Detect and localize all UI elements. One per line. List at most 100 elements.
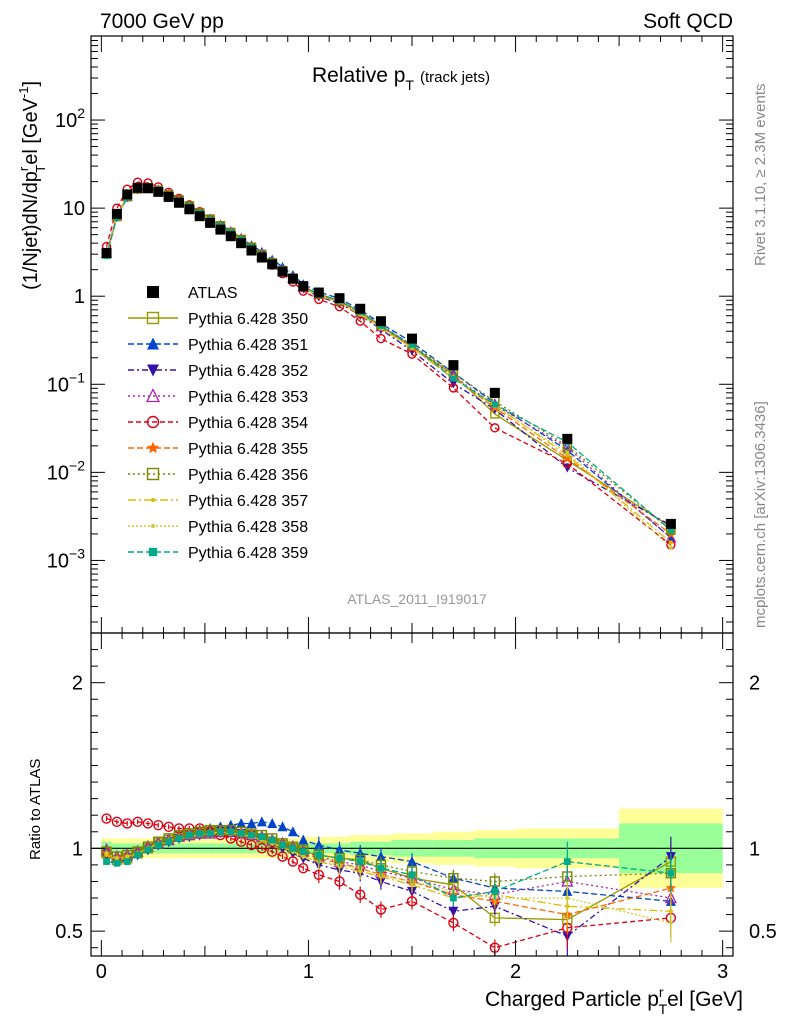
data-point [287, 273, 298, 284]
ratio-series-point [256, 843, 268, 854]
legend-label: Pythia 6.428 354 [188, 415, 308, 432]
ratio-series-point [334, 844, 345, 855]
data-point [111, 208, 122, 219]
ratio-series-point [206, 830, 214, 837]
data-point [142, 183, 153, 194]
header-right: Soft QCD [643, 10, 733, 33]
legend-label: Pythia 6.428 358 [188, 519, 308, 536]
legend-marker [151, 498, 155, 502]
ratio-series-point [406, 896, 418, 907]
ratio-series-point [111, 816, 123, 828]
data-point [194, 211, 205, 222]
ratio-series-point [565, 896, 570, 901]
legend-marker [145, 388, 161, 403]
main-ylabel: (1/Njet)dN/dpr Tel [GeV-1] [16, 81, 48, 290]
legend-marker [146, 415, 160, 429]
data-point [101, 247, 112, 258]
series-point [666, 528, 676, 538]
data-point [132, 182, 143, 193]
ratio-series-point [185, 831, 193, 839]
legend-label: ATLAS [188, 285, 238, 302]
ratio-series-point [248, 831, 255, 839]
series-point [376, 333, 386, 344]
series-point [562, 453, 573, 463]
legend-label: Pythia 6.428 356 [188, 467, 308, 484]
ratio-ytick-label: 0.5 [55, 921, 83, 943]
data-point [225, 231, 236, 242]
data-point [298, 281, 309, 292]
ratio-series-point [175, 835, 183, 842]
ratio-series-point [448, 917, 459, 929]
ratio-series-point [289, 844, 297, 852]
data-point [256, 252, 267, 263]
ratio-series-point [336, 854, 343, 862]
ratio-series-point [277, 851, 288, 862]
ratio-series-point [104, 851, 109, 856]
ratio-ytick-label: 2 [72, 673, 83, 695]
series-point [355, 316, 365, 326]
ratio-series-point [165, 838, 173, 846]
ratio-series-point [134, 851, 141, 859]
ratio-series-point [113, 859, 121, 867]
data-point [267, 259, 278, 270]
main-title: Relative pT (track jets) [312, 64, 490, 93]
legend-marker-atlas [147, 286, 159, 298]
ratio-series-point [668, 920, 673, 925]
main-ytick-label: 10 [63, 198, 85, 220]
series-point [668, 540, 673, 545]
ratio-series-point [225, 819, 236, 830]
xaxis-label: Charged Particle pr Tel [GeV] [485, 984, 743, 1017]
data-point [448, 360, 459, 371]
ratio-series-point [563, 858, 571, 865]
data-point [562, 433, 573, 444]
ratio-series-point [315, 851, 323, 859]
header-left: 7000 GeV pp [100, 10, 224, 33]
data-point [215, 224, 226, 235]
legend-marker [151, 524, 155, 528]
ratio-series-point [301, 854, 306, 859]
ratio-series-point [196, 830, 204, 837]
series-point [491, 401, 498, 408]
ratio-series-point [227, 828, 235, 836]
ratio-ylabel: Ratio to ATLAS [27, 759, 44, 860]
ratio-series-point [375, 904, 387, 915]
series-point [565, 450, 570, 455]
ratio-series-point [298, 834, 309, 845]
ratio-series-point [125, 854, 130, 859]
series-point [565, 453, 570, 458]
ratio-series-point [667, 869, 675, 877]
ratio-series-point [356, 858, 364, 865]
legend-label: Pythia 6.428 359 [188, 545, 308, 562]
main-ytick-label: 10−1 [47, 369, 85, 396]
ratio-series-point [101, 813, 112, 824]
series-point [448, 383, 459, 393]
legend-label: Pythia 6.428 357 [188, 493, 308, 510]
main-ytick-label: 10−3 [47, 545, 85, 572]
ratio-series-point [268, 836, 276, 844]
ratio-series-point [114, 856, 119, 861]
legend-label: Pythia 6.428 353 [188, 389, 308, 406]
legend-label: Pythia 6.428 351 [188, 337, 308, 354]
ratio-ytick-label-right: 0.5 [749, 921, 777, 943]
data-point [153, 186, 164, 197]
series-point [490, 423, 500, 433]
main-ytick-label: 10−2 [47, 457, 85, 484]
ratio-series-point [448, 906, 459, 917]
data-point [163, 191, 174, 202]
ratio-series-point [334, 876, 345, 887]
ratio-series-point [153, 819, 164, 831]
legend-marker [146, 311, 160, 325]
xtick-label: 0 [96, 961, 107, 983]
ratio-series-point [313, 839, 324, 850]
data-point [246, 245, 257, 256]
ratio-series-point [258, 833, 266, 841]
legend-label: Pythia 6.428 355 [188, 441, 308, 458]
legend-label: Pythia 6.428 352 [188, 363, 308, 380]
mcplots-label: mcplots.cern.ch [arXiv:1306.3436] [752, 401, 769, 628]
ratio-series-point [267, 817, 278, 828]
xtick-label: 1 [303, 961, 314, 983]
ratio-series-point [375, 851, 386, 862]
ratio-series-point [236, 817, 247, 828]
xtick-label: 3 [717, 961, 728, 983]
